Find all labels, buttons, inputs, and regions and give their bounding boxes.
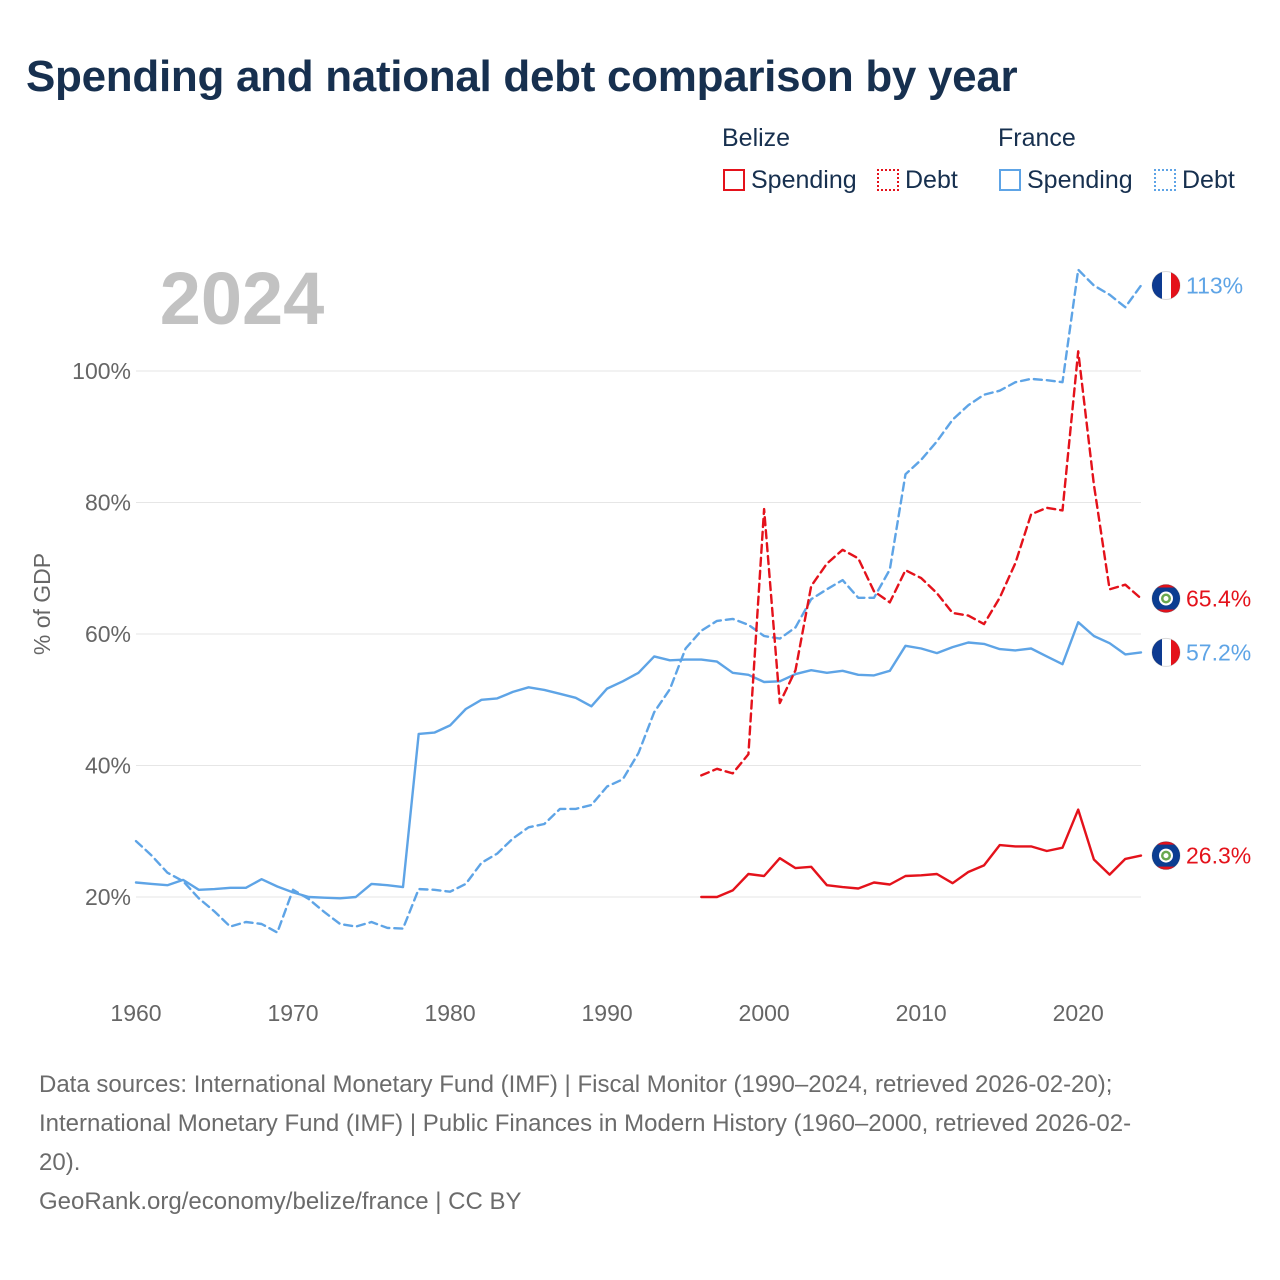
legend-belize-heading: Belize [722,124,791,152]
legend-france-spending-label: Spending [1027,165,1133,194]
chart-title: Spending and national debt comparison by… [26,52,1018,101]
legend-belize-debt[interactable]: Debt [877,165,958,195]
dotted-line-swatch-icon [1154,169,1176,191]
year-watermark: 2024 [160,257,325,340]
x-tick-label: 2010 [896,1000,947,1026]
y-axis-ticks: 20% 40% 60% 80% 100% [72,358,131,910]
series-end-label: 26.3% [1186,843,1251,869]
series-end-label: 113% [1186,273,1243,299]
source-line-3: 20). [39,1149,81,1176]
solid-line-swatch-icon [999,169,1021,191]
legend-belize-spending-label: Spending [751,165,857,194]
series-end-label: 57.2% [1186,639,1251,665]
legend-belize-debt-label: Debt [905,165,958,194]
y-tick-label: 60% [85,621,131,647]
x-axis-ticks: 1960 1970 1980 1990 2000 2010 2020 [110,1000,1103,1026]
x-tick-label: 2000 [739,1000,790,1026]
line-chart: 2024 % of GDP 20%40%60%80%100% 1960 1970 1… [29,257,1251,1026]
legend-france-debt-label: Debt [1182,165,1235,194]
legend-france-heading: France [998,124,1076,152]
legend-france-debt[interactable]: Debt [1154,165,1235,195]
gridlines [136,370,1141,898]
series-end-label: 65.4% [1186,585,1251,611]
y-tick-label: 80% [85,490,131,516]
series-line-belize-spending[interactable] [700,808,1143,899]
solid-line-swatch-icon [723,169,745,191]
series-end-labels: 57.2% 113% 65.4% 26.3% [1151,271,1251,871]
y-tick-label: 100% [72,358,131,384]
france-flag-icon [1151,637,1181,667]
dotted-line-swatch-icon [877,169,899,191]
x-tick-label: 1980 [424,1000,475,1026]
credit-line[interactable]: GeoRank.org/economy/belize/france | CC B… [39,1188,522,1215]
france-flag-icon [1151,271,1181,300]
series-line-france-debt[interactable] [134,268,1143,934]
x-tick-label: 1970 [267,1000,318,1026]
x-tick-label: 1990 [582,1000,633,1026]
y-tick-label: 20% [85,884,131,910]
x-tick-label: 2020 [1053,1000,1104,1026]
series-lines [134,268,1143,934]
series-line-belize-debt[interactable] [700,350,1143,777]
legend-belize-spending[interactable]: Spending [723,165,857,195]
y-axis-label: % of GDP [29,553,55,655]
belize-flag-icon [1151,584,1181,613]
legend-france-spending[interactable]: Spending [999,165,1133,195]
belize-flag-icon [1151,841,1181,871]
source-line-2: International Monetary Fund (IMF) | Publ… [39,1110,1132,1137]
source-line-1: Data sources: International Monetary Fun… [39,1071,1113,1098]
y-tick-label: 40% [85,753,131,779]
x-tick-label: 1960 [110,1000,161,1026]
